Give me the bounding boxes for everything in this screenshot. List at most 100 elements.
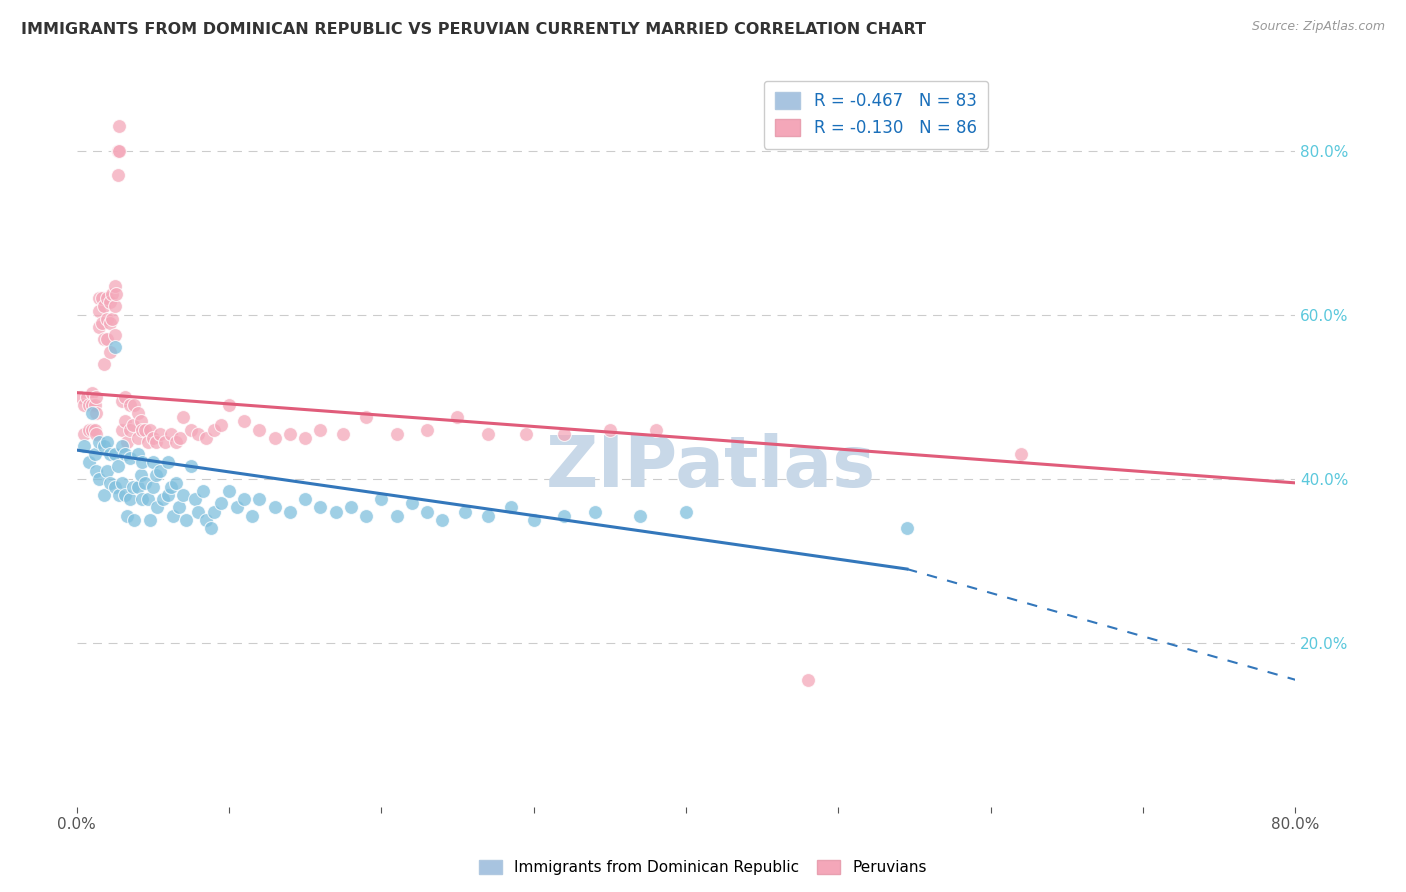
Point: [108, 144, 131, 158]
Point: [129, 414, 152, 428]
Point: [114, 447, 136, 461]
Point: [111, 423, 134, 437]
Point: [107, 459, 129, 474]
Point: [111, 393, 134, 408]
Point: [80, 406, 103, 420]
Point: [195, 431, 218, 445]
Point: [124, 513, 146, 527]
Point: [202, 505, 225, 519]
Point: [160, 426, 183, 441]
Point: [96, 291, 118, 305]
Point: [247, 492, 270, 507]
Point: [416, 423, 439, 437]
Point: [200, 521, 222, 535]
Point: [142, 431, 165, 445]
Point: [83, 447, 105, 461]
Point: [332, 426, 354, 441]
Point: [263, 500, 285, 515]
Point: [77, 423, 100, 437]
Point: [96, 464, 118, 478]
Point: [104, 300, 127, 314]
Point: [104, 480, 127, 494]
Point: [83, 398, 105, 412]
Legend: R = -0.467   N = 83, R = -0.130   N = 86: R = -0.467 N = 83, R = -0.130 N = 86: [763, 80, 988, 149]
Point: [93, 300, 115, 314]
Point: [180, 459, 202, 474]
Text: ZIPatlas: ZIPatlas: [546, 433, 876, 502]
Point: [131, 492, 153, 507]
Point: [105, 287, 128, 301]
Point: [247, 423, 270, 437]
Point: [104, 341, 127, 355]
Point: [416, 505, 439, 519]
Point: [145, 467, 167, 482]
Point: [583, 505, 606, 519]
Point: [233, 492, 256, 507]
Point: [108, 119, 131, 133]
Point: [77, 455, 100, 469]
Point: [169, 431, 191, 445]
Point: [278, 505, 301, 519]
Point: [134, 475, 156, 490]
Point: [89, 472, 111, 486]
Point: [172, 488, 194, 502]
Point: [127, 431, 149, 445]
Point: [209, 496, 232, 510]
Point: [89, 303, 111, 318]
Point: [136, 492, 159, 507]
Point: [149, 426, 172, 441]
Point: [499, 500, 522, 515]
Point: [1010, 447, 1032, 461]
Point: [96, 434, 118, 449]
Point: [73, 398, 96, 412]
Point: [122, 418, 145, 433]
Point: [309, 500, 332, 515]
Point: [118, 451, 141, 466]
Point: [80, 398, 103, 412]
Point: [162, 508, 184, 523]
Point: [167, 500, 190, 515]
Point: [93, 357, 115, 371]
Point: [675, 505, 697, 519]
Point: [523, 513, 546, 527]
Point: [100, 287, 122, 301]
Point: [98, 295, 121, 310]
Point: [118, 492, 141, 507]
Text: Source: ZipAtlas.com: Source: ZipAtlas.com: [1251, 20, 1385, 33]
Point: [202, 423, 225, 437]
Point: [134, 423, 156, 437]
Point: [91, 291, 114, 305]
Point: [294, 431, 316, 445]
Point: [477, 508, 499, 523]
Point: [115, 508, 138, 523]
Point: [156, 488, 179, 502]
Point: [138, 423, 160, 437]
Point: [263, 431, 285, 445]
Point: [599, 423, 621, 437]
Point: [191, 484, 214, 499]
Point: [107, 168, 129, 182]
Point: [401, 496, 423, 510]
Point: [73, 426, 96, 441]
Point: [136, 434, 159, 449]
Point: [240, 508, 263, 523]
Point: [131, 455, 153, 469]
Point: [115, 434, 138, 449]
Point: [86, 406, 108, 420]
Point: [80, 385, 103, 400]
Point: [896, 521, 918, 535]
Point: [385, 508, 408, 523]
Point: [180, 423, 202, 437]
Point: [797, 673, 820, 687]
Point: [91, 316, 114, 330]
Point: [70, 390, 93, 404]
Point: [93, 439, 115, 453]
Point: [432, 513, 454, 527]
Point: [218, 398, 240, 412]
Point: [156, 455, 179, 469]
Point: [127, 447, 149, 461]
Point: [129, 467, 152, 482]
Point: [278, 426, 301, 441]
Point: [131, 423, 153, 437]
Point: [111, 439, 134, 453]
